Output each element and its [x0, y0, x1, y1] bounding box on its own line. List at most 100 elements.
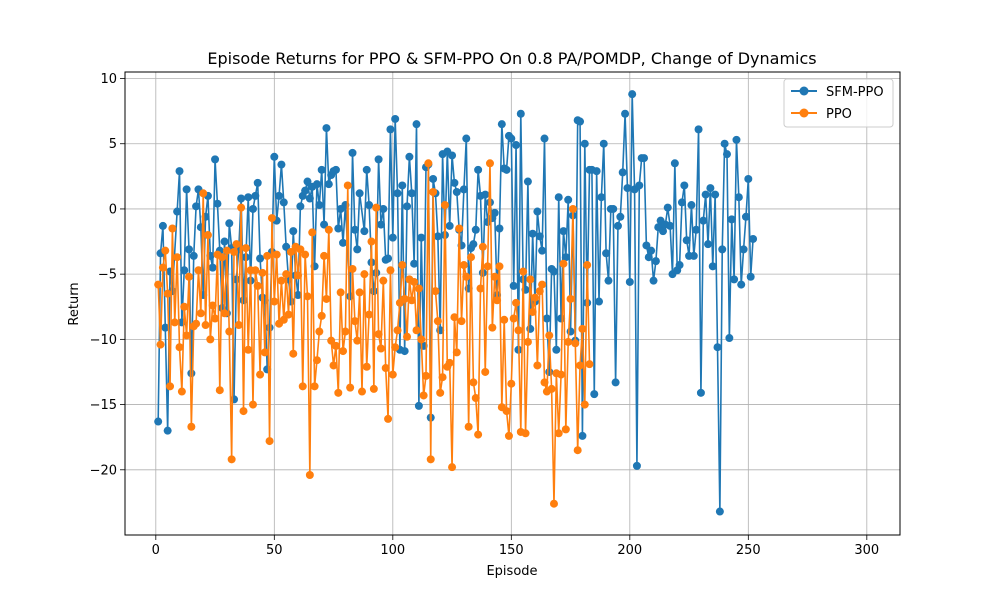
- data-point: [350, 225, 359, 234]
- data-point: [248, 204, 257, 213]
- data-point: [549, 499, 558, 508]
- legend-label-sfm-ppo: SFM-PPO: [826, 85, 884, 100]
- legend: SFM-PPO PPO: [783, 78, 894, 128]
- data-point: [331, 341, 340, 350]
- data-point: [421, 371, 430, 380]
- data-point: [339, 238, 348, 247]
- data-point: [549, 267, 558, 276]
- data-point: [545, 367, 554, 376]
- legend-label-ppo: PPO: [826, 107, 852, 122]
- data-point: [376, 344, 385, 353]
- data-point: [666, 221, 675, 230]
- data-point: [303, 292, 312, 301]
- data-point: [455, 224, 464, 233]
- data-point: [670, 159, 679, 168]
- data-point: [590, 390, 599, 399]
- data-point: [284, 310, 293, 319]
- data-point: [438, 373, 447, 382]
- data-point: [436, 388, 445, 397]
- data-point: [158, 263, 167, 272]
- data-point: [154, 417, 163, 426]
- data-point: [554, 429, 563, 438]
- data-point: [317, 165, 326, 174]
- data-point: [301, 250, 310, 259]
- data-point: [500, 315, 509, 324]
- data-point: [481, 367, 490, 376]
- data-point: [275, 191, 284, 200]
- data-point: [744, 174, 753, 183]
- data-point: [376, 220, 385, 229]
- data-point: [158, 221, 167, 230]
- data-point: [576, 117, 585, 126]
- data-point: [393, 189, 402, 198]
- data-point: [360, 270, 369, 279]
- data-point: [298, 382, 307, 391]
- data-point: [305, 194, 314, 203]
- data-point: [175, 343, 184, 352]
- plot-frame: [124, 71, 901, 536]
- data-point: [381, 364, 390, 373]
- data-point: [256, 254, 265, 263]
- data-point: [616, 212, 625, 221]
- data-point: [564, 337, 573, 346]
- data-point: [248, 400, 257, 409]
- data-point: [201, 321, 210, 330]
- data-point: [509, 281, 518, 290]
- data-point: [398, 181, 407, 190]
- data-point: [552, 345, 561, 354]
- data-point: [322, 124, 331, 133]
- data-point: [270, 297, 279, 306]
- data-point: [362, 165, 371, 174]
- data-point: [365, 310, 374, 319]
- data-point: [410, 277, 419, 286]
- data-point: [286, 247, 295, 256]
- data-point: [452, 348, 461, 357]
- data-point: [296, 202, 305, 211]
- data-point: [218, 253, 227, 262]
- data-point: [336, 288, 345, 297]
- x-tick-label: 300: [854, 543, 879, 558]
- data-point: [222, 246, 231, 255]
- legend-marker-ppo: [799, 108, 809, 118]
- data-point: [746, 272, 755, 281]
- data-point: [180, 302, 189, 311]
- data-point: [163, 426, 172, 435]
- data-point: [632, 461, 641, 470]
- data-point: [542, 314, 551, 323]
- data-point: [540, 378, 549, 387]
- data-point: [203, 231, 212, 240]
- x-tick-label: 150: [499, 543, 524, 558]
- data-point: [206, 335, 215, 344]
- data-point: [701, 190, 710, 199]
- data-point: [417, 335, 426, 344]
- data-point: [708, 262, 717, 271]
- data-point: [251, 266, 260, 275]
- data-point: [711, 190, 720, 199]
- data-point: [495, 224, 504, 233]
- data-point: [649, 276, 658, 285]
- data-point: [457, 317, 466, 326]
- data-point: [533, 361, 542, 370]
- data-point: [431, 287, 440, 296]
- data-point: [609, 204, 618, 213]
- data-point: [301, 186, 310, 195]
- data-point: [182, 185, 191, 194]
- data-point: [675, 261, 684, 270]
- data-point: [741, 212, 750, 221]
- data-point: [355, 288, 364, 297]
- data-point: [324, 225, 333, 234]
- data-point: [429, 187, 438, 196]
- data-point: [526, 275, 535, 284]
- data-point: [704, 240, 713, 249]
- data-point: [184, 245, 193, 254]
- data-point: [445, 358, 454, 367]
- data-point: [277, 276, 286, 285]
- data-point: [372, 203, 381, 212]
- data-point: [625, 277, 634, 286]
- data-point: [372, 268, 381, 277]
- data-point: [398, 261, 407, 270]
- data-point: [732, 135, 741, 144]
- y-tick-label: 5: [109, 137, 117, 152]
- data-point: [272, 250, 281, 259]
- data-point: [568, 204, 577, 213]
